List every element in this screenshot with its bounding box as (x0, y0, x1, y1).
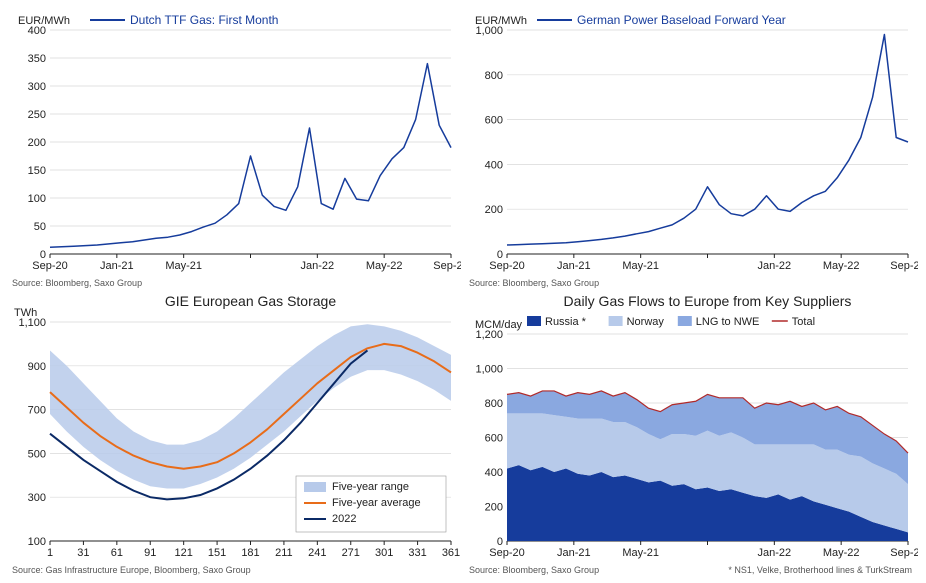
svg-text:Norway: Norway (627, 316, 665, 328)
svg-text:181: 181 (241, 547, 259, 559)
svg-text:61: 61 (111, 547, 123, 559)
svg-text:200: 200 (28, 137, 46, 149)
svg-text:100: 100 (28, 536, 46, 548)
svg-text:151: 151 (208, 547, 226, 559)
svg-text:EUR/MWh: EUR/MWh (18, 15, 70, 27)
svg-text:EUR/MWh: EUR/MWh (475, 15, 527, 27)
svg-text:MCM/day: MCM/day (475, 319, 523, 331)
panel-storage: 1003005007009001,10013161911211511812112… (8, 292, 461, 575)
svg-text:331: 331 (408, 547, 426, 559)
svg-text:900: 900 (28, 361, 46, 373)
svg-text:271: 271 (342, 547, 360, 559)
svg-text:200: 200 (485, 502, 503, 514)
svg-text:Jan-22: Jan-22 (301, 260, 335, 272)
svg-text:Sep-22: Sep-22 (890, 547, 918, 559)
svg-text:1,000: 1,000 (475, 364, 503, 376)
svg-text:May-21: May-21 (622, 260, 659, 272)
svg-text:121: 121 (174, 547, 192, 559)
svg-text:Daily Gas Flows to Europe from: Daily Gas Flows to Europe from Key Suppl… (564, 293, 852, 309)
svg-text:May-21: May-21 (622, 547, 659, 559)
panel-ttf: 050100150200250300350400Sep-20Jan-21May-… (8, 8, 461, 288)
svg-text:Jan-22: Jan-22 (758, 260, 792, 272)
svg-text:1: 1 (47, 547, 53, 559)
svg-text:400: 400 (485, 159, 503, 171)
svg-text:31: 31 (77, 547, 89, 559)
svg-text:German Power Baseload Forward: German Power Baseload Forward Year (577, 13, 786, 27)
svg-text:361: 361 (442, 547, 460, 559)
svg-text:Total: Total (792, 316, 815, 328)
svg-text:TWh: TWh (14, 307, 37, 319)
svg-text:May-22: May-22 (823, 547, 860, 559)
svg-text:Russia *: Russia * (545, 316, 587, 328)
svg-text:Dutch TTF Gas: First Month: Dutch TTF Gas: First Month (130, 13, 278, 27)
svg-text:Sep-20: Sep-20 (489, 547, 524, 559)
svg-text:Source: Bloomberg, Saxo Group: Source: Bloomberg, Saxo Group (469, 565, 599, 575)
svg-text:Five-year average: Five-year average (332, 497, 421, 509)
svg-text:2022: 2022 (332, 513, 356, 525)
svg-text:Jan-22: Jan-22 (758, 547, 792, 559)
svg-text:Source: Gas Infrastructure Eur: Source: Gas Infrastructure Europe, Bloom… (12, 565, 251, 575)
svg-text:600: 600 (485, 433, 503, 445)
svg-text:241: 241 (308, 547, 326, 559)
panel-flows: 02004006008001,0001,200Sep-20Jan-21May-2… (465, 292, 918, 575)
svg-text:Sep-22: Sep-22 (890, 260, 918, 272)
svg-text:May-22: May-22 (823, 260, 860, 272)
svg-text:LNG to NWE: LNG to NWE (696, 316, 760, 328)
svg-text:400: 400 (485, 467, 503, 479)
svg-text:800: 800 (485, 398, 503, 410)
svg-text:800: 800 (485, 70, 503, 82)
svg-text:350: 350 (28, 53, 46, 65)
svg-text:300: 300 (28, 81, 46, 93)
svg-text:May-22: May-22 (366, 260, 403, 272)
svg-text:Sep-22: Sep-22 (433, 260, 461, 272)
svg-text:* NS1, Velke, Brotherhood line: * NS1, Velke, Brotherhood lines & TurkSt… (728, 565, 912, 575)
svg-text:300: 300 (28, 492, 46, 504)
svg-text:Jan-21: Jan-21 (100, 260, 134, 272)
svg-text:May-21: May-21 (165, 260, 202, 272)
svg-text:301: 301 (375, 547, 393, 559)
svg-text:200: 200 (485, 204, 503, 216)
svg-text:500: 500 (28, 448, 46, 460)
panel-power: 02004006008001,000Sep-20Jan-21May-21Jan-… (465, 8, 918, 288)
svg-text:250: 250 (28, 109, 46, 121)
svg-text:Source: Bloomberg, Saxo Group: Source: Bloomberg, Saxo Group (469, 278, 599, 288)
svg-text:Sep-20: Sep-20 (489, 260, 524, 272)
svg-text:600: 600 (485, 115, 503, 127)
svg-text:700: 700 (28, 405, 46, 417)
svg-text:Five-year range: Five-year range (332, 481, 409, 493)
svg-text:Sep-20: Sep-20 (32, 260, 67, 272)
svg-text:100: 100 (28, 193, 46, 205)
svg-text:Jan-21: Jan-21 (557, 547, 591, 559)
chart-grid: 050100150200250300350400Sep-20Jan-21May-… (8, 8, 918, 575)
svg-text:91: 91 (144, 547, 156, 559)
svg-text:211: 211 (275, 547, 293, 559)
svg-text:Jan-21: Jan-21 (557, 260, 591, 272)
svg-text:50: 50 (34, 221, 46, 233)
svg-text:Source: Bloomberg, Saxo Group: Source: Bloomberg, Saxo Group (12, 278, 142, 288)
svg-text:GIE European Gas Storage: GIE European Gas Storage (165, 293, 336, 309)
svg-text:150: 150 (28, 165, 46, 177)
